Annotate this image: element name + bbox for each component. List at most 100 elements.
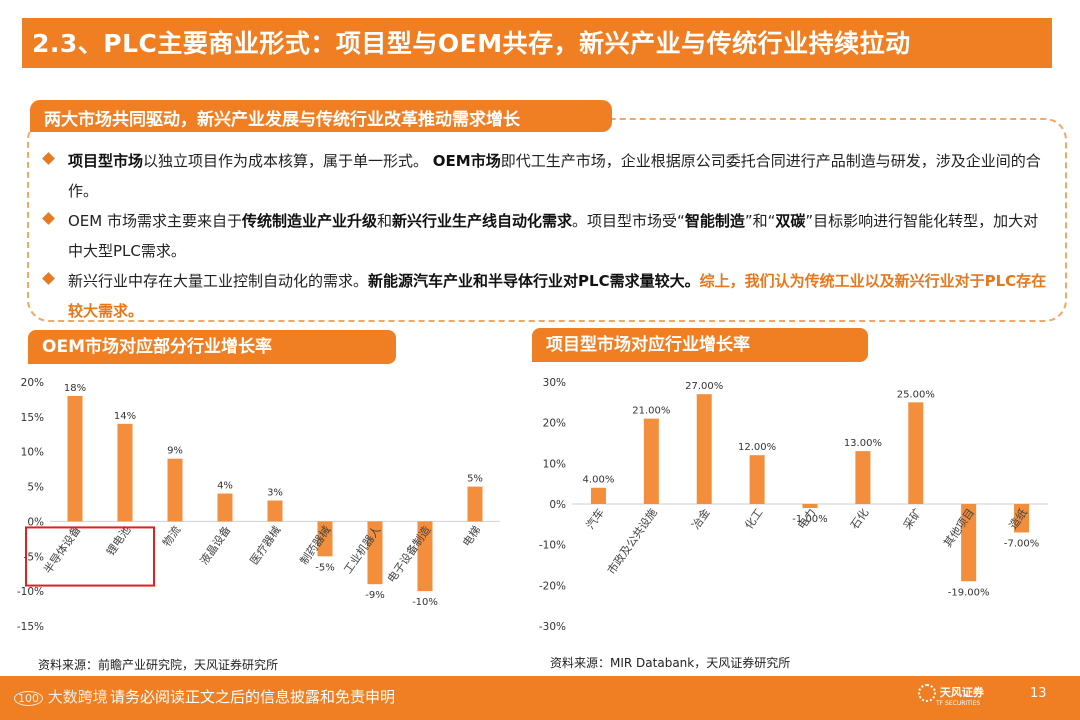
highlight-box	[25, 526, 155, 587]
data-label: 3%	[267, 488, 283, 499]
left-chart-title: OEM市场对应部分行业增长率	[28, 330, 396, 364]
page-title: 2.3、PLC主要商业形式：项目型与OEM共存，新兴产业与传统行业持续拉动	[32, 29, 911, 58]
category-label: 半导体设备	[40, 523, 83, 576]
category-label: 市政及公共设施	[604, 506, 660, 577]
page-number: 13	[1030, 686, 1047, 701]
y-tick-label: 30%	[543, 377, 566, 389]
bullet-item-1: 项目型市场以独立项目作为成本核算，属于单一形式。 OEM市场即代工生产市场，企业…	[36, 146, 1051, 206]
category-label: 化工	[741, 506, 765, 532]
sun-logo-icon	[918, 684, 936, 702]
y-tick-label: -5%	[24, 551, 44, 563]
bullet-text: OEM市场	[432, 152, 501, 170]
title-bar	[22, 18, 1052, 68]
y-tick-label: 15%	[21, 412, 44, 424]
logo-text: 天风证券	[939, 686, 984, 699]
bullet-text: 项目型市场	[68, 152, 144, 170]
y-tick-label: 10%	[21, 447, 44, 459]
oem-growth-chart: 20%15%10%5%0%-5%-10%-15%18%半导体设备14%锂电池9%…	[17, 377, 500, 633]
bar	[367, 521, 383, 585]
bar	[855, 451, 871, 504]
data-label: 18%	[64, 383, 86, 394]
y-tick-label: -30%	[539, 621, 566, 633]
company-logo: 天风证券 TF SECURITIES	[918, 684, 984, 707]
diamond-bullet-icon	[42, 212, 55, 225]
right-source: 资料来源：MIR Databank，天风证券研究所	[550, 656, 791, 670]
data-label: 4.00%	[583, 475, 615, 486]
bar	[749, 455, 765, 504]
bar	[696, 394, 712, 504]
category-label: 冶金	[689, 506, 713, 532]
bar	[961, 504, 977, 582]
bar	[167, 458, 183, 522]
bullet-text: ”和“	[744, 212, 776, 230]
bullet-text: 新兴行业中存在大量工业控制自动化的需求。	[68, 272, 369, 290]
disclaimer: 请务必阅读正文之后的信息披露和免责申明	[110, 688, 396, 706]
bullet-item-2: OEM 市场需求主要来自于传统制造业产业升级和新兴行业生产线自动化需求。项目型市…	[36, 206, 1051, 266]
data-label: -1.00%	[792, 514, 827, 525]
y-tick-label: -20%	[539, 580, 566, 592]
bar	[417, 521, 433, 592]
y-tick-label: 0%	[27, 516, 44, 528]
data-label: 5%	[467, 474, 483, 485]
bullet-text: 和	[377, 212, 393, 230]
logo-subtext: TF SECURITIES	[936, 700, 981, 707]
bullet-text: 。项目型市场受“	[572, 212, 685, 230]
right-chart-title: 项目型市场对应行业增长率	[532, 328, 868, 362]
data-label: 13.00%	[844, 438, 882, 449]
watermark-logo-icon: 100	[14, 691, 43, 706]
bullet-text: 新兴行业生产线自动化需求	[392, 212, 573, 230]
y-tick-label: 20%	[21, 377, 44, 389]
footer-bar	[0, 676, 1080, 720]
bar	[67, 395, 83, 522]
data-label: -9%	[365, 590, 384, 601]
bar	[802, 504, 818, 509]
data-label: 27.00%	[685, 381, 723, 392]
bullet-text: 智能制造	[684, 212, 745, 230]
y-tick-label: 0%	[549, 499, 566, 511]
data-label: 25.00%	[897, 389, 935, 400]
category-label: 石化	[847, 506, 871, 532]
left-source: 资料来源：前瞻产业研究院，天风证券研究所	[38, 658, 279, 672]
conclusion-text: 综上，我们认为传统工业以及新兴行业对于PLC存在较大需求。	[68, 272, 1047, 320]
bar	[590, 487, 606, 504]
bar	[117, 423, 133, 522]
bullet-text: 新能源汽车产业和半导体行业对PLC需求量较大。	[368, 272, 700, 290]
y-tick-label: 5%	[27, 482, 44, 494]
bar	[467, 486, 483, 522]
y-tick-label: -10%	[17, 586, 44, 598]
category-label: 物流	[159, 523, 183, 549]
project-growth-chart: 30% 20% 10% 0% -10% -20% -30% 4.00% 汽车 21.00% 市政及公…	[539, 377, 1048, 633]
y-tick-label: -10%	[539, 540, 566, 552]
watermark: 100 大数跨境	[14, 686, 108, 707]
diamond-bullet-icon	[42, 272, 55, 285]
bar	[267, 500, 283, 522]
data-label: 9%	[167, 446, 183, 457]
bullet-text: 以独立项目作为成本核算，属于单一形式。	[143, 152, 433, 170]
bar	[1014, 504, 1030, 533]
data-label: -19.00%	[948, 587, 990, 598]
y-tick-label: -15%	[17, 621, 44, 633]
bullet-text: 即代工生产市场，企业根据原公司委托合同进行产品制造与研发，涉及企业间的合作。	[68, 152, 1041, 200]
bullet-list: 项目型市场以独立项目作为成本核算，属于单一形式。 OEM市场即代工生产市场，企业…	[36, 146, 1051, 326]
data-label: 14%	[114, 411, 136, 422]
bar	[217, 493, 233, 522]
subtitle: 两大市场共同驱动，新兴产业发展与传统行业改革推动需求增长	[44, 110, 520, 130]
bullet-text: OEM 市场需求主要来自于	[68, 212, 242, 230]
data-label: -7.00%	[1004, 538, 1039, 549]
data-label: -10%	[412, 597, 438, 608]
y-tick-label: 20%	[543, 418, 566, 430]
category-label: 液晶设备	[197, 523, 234, 567]
bullet-item-3: 新兴行业中存在大量工业控制自动化的需求。新能源汽车产业和半导体行业对PLC需求量…	[36, 266, 1051, 326]
category-label: 采矿	[901, 506, 924, 531]
category-label: 医疗器械	[247, 523, 284, 567]
bullet-text: 传统制造业产业升级	[242, 212, 378, 230]
data-label: -5%	[315, 562, 334, 573]
category-label: 汽车	[583, 506, 607, 532]
category-label: 电梯	[460, 524, 483, 549]
data-label: 12.00%	[738, 442, 776, 453]
watermark-text: 大数跨境	[47, 688, 108, 706]
bar	[317, 521, 333, 557]
bar	[643, 418, 659, 504]
bullet-text: 双碳	[775, 212, 806, 230]
y-tick-label: 10%	[543, 458, 566, 470]
